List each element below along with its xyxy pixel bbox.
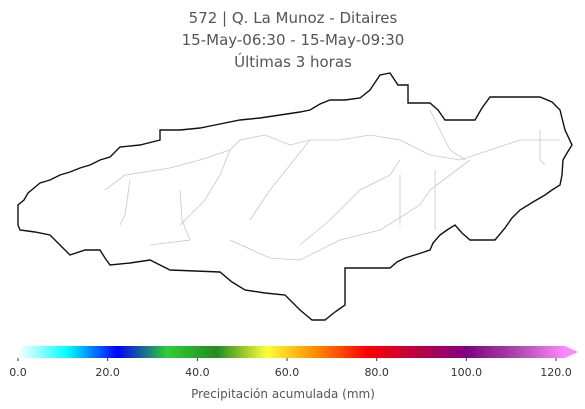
title-line: Últimas 3 horas bbox=[234, 52, 352, 71]
colorbar-tick-label: 20.0 bbox=[95, 366, 120, 379]
title-line: 572 | Q. La Munoz - Ditaires bbox=[189, 9, 398, 27]
rivers bbox=[104, 109, 560, 261]
colorbar-tick-label: 80.0 bbox=[364, 366, 389, 379]
colorbar-tick-label: 40.0 bbox=[185, 366, 210, 379]
basin-outline bbox=[17, 72, 573, 321]
colorbar-tick-label: 120.0 bbox=[540, 366, 572, 379]
title-line: 15-May-06:30 - 15-May-09:30 bbox=[182, 31, 405, 49]
colorbar-tick-label: 60.0 bbox=[275, 366, 300, 379]
colorbar-label: Precipitación acumulada (mm) bbox=[191, 387, 375, 401]
colorbar bbox=[18, 346, 565, 358]
colorbar-tick-label: 100.0 bbox=[451, 366, 483, 379]
colorbar-tick-label: 0.0 bbox=[9, 366, 27, 379]
colorbar-extend bbox=[565, 346, 578, 358]
